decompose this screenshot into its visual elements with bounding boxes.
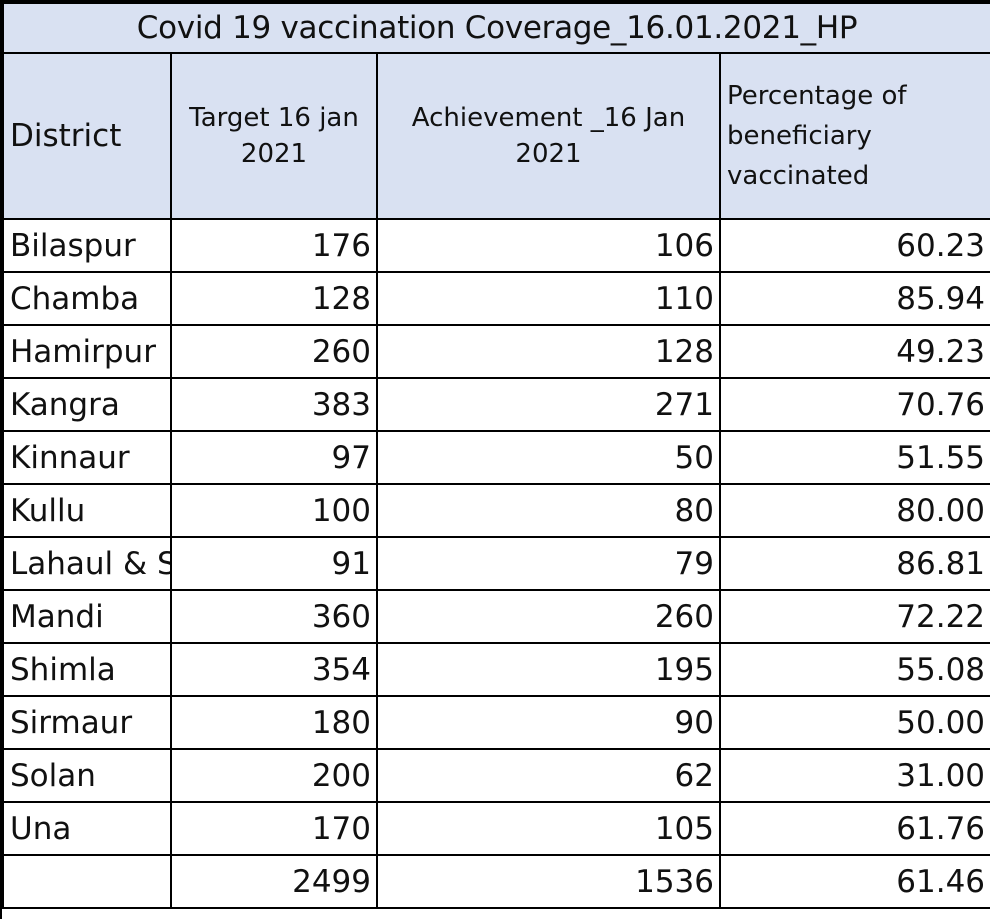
district-cell: Mandi bbox=[2, 589, 172, 644]
district-cell: Sirmaur bbox=[2, 695, 172, 750]
achievement-cell: 128 bbox=[376, 324, 721, 379]
achievement-cell: 80 bbox=[376, 483, 721, 538]
achievement-cell: 79 bbox=[376, 536, 721, 591]
district-cell: Solan bbox=[2, 748, 172, 803]
table-row: Hamirpur 260 128 49.23 bbox=[2, 324, 990, 379]
target-cell: 200 bbox=[170, 748, 378, 803]
header-target: Target 16 jan 2021 bbox=[170, 52, 378, 220]
target-cell: 383 bbox=[170, 377, 378, 432]
achievement-cell: 106 bbox=[376, 218, 721, 273]
target-cell: 128 bbox=[170, 271, 378, 326]
percentage-cell: 60.23 bbox=[718, 218, 990, 273]
table-row: Kangra 383 271 70.76 bbox=[2, 377, 990, 432]
target-cell: 91 bbox=[170, 536, 378, 591]
percentage-cell: 61.76 bbox=[718, 801, 990, 856]
target-cell: 360 bbox=[170, 589, 378, 644]
target-cell: 170 bbox=[170, 801, 378, 856]
district-cell: Kinnaur bbox=[2, 430, 172, 485]
table-row: Una 170 105 61.76 bbox=[2, 801, 990, 856]
achievement-cell: 110 bbox=[376, 271, 721, 326]
target-cell: 176 bbox=[170, 218, 378, 273]
percentage-cell: 61.46 bbox=[718, 854, 990, 909]
header-district: District bbox=[2, 52, 172, 220]
header-row: District Target 16 jan 2021 Achievement … bbox=[2, 52, 990, 220]
percentage-cell: 51.55 bbox=[718, 430, 990, 485]
achievement-cell: 105 bbox=[376, 801, 721, 856]
percentage-cell: 72.22 bbox=[718, 589, 990, 644]
header-achievement: Achievement _16 Jan 2021 bbox=[376, 52, 721, 220]
target-cell: 2499 bbox=[170, 854, 378, 909]
district-cell: Kangra bbox=[2, 377, 172, 432]
percentage-cell: 49.23 bbox=[718, 324, 990, 379]
district-cell: Kullu bbox=[2, 483, 172, 538]
table-row: Bilaspur 176 106 60.23 bbox=[2, 218, 990, 273]
achievement-cell: 62 bbox=[376, 748, 721, 803]
table-row: Mandi 360 260 72.22 bbox=[2, 589, 990, 644]
achievement-cell: 50 bbox=[376, 430, 721, 485]
achievement-cell: 195 bbox=[376, 642, 721, 697]
table-title: Covid 19 vaccination Coverage_16.01.2021… bbox=[1, 2, 990, 54]
percentage-cell: 86.81 bbox=[718, 536, 990, 591]
district-cell bbox=[2, 854, 172, 909]
percentage-cell: 55.08 bbox=[718, 642, 990, 697]
district-cell: Hamirpur bbox=[2, 324, 172, 379]
table-row: Chamba 128 110 85.94 bbox=[2, 271, 990, 326]
target-cell: 100 bbox=[170, 483, 378, 538]
target-cell: 97 bbox=[170, 430, 378, 485]
district-cell: Bilaspur bbox=[2, 218, 172, 273]
district-cell: Chamba bbox=[2, 271, 172, 326]
table-row: Lahaul & S 91 79 86.81 bbox=[2, 536, 990, 591]
district-cell: Lahaul & S bbox=[2, 536, 172, 591]
district-cell: Shimla bbox=[2, 642, 172, 697]
table-row: Shimla 354 195 55.08 bbox=[2, 642, 990, 697]
target-cell: 260 bbox=[170, 324, 378, 379]
table-row: Solan 200 62 31.00 bbox=[2, 748, 990, 803]
table-row: Sirmaur 180 90 50.00 bbox=[2, 695, 990, 750]
target-cell: 354 bbox=[170, 642, 378, 697]
achievement-cell: 90 bbox=[376, 695, 721, 750]
header-percentage: Percentage of beneficiary vaccinated bbox=[718, 52, 990, 220]
table-row: Kinnaur 97 50 51.55 bbox=[2, 430, 990, 485]
percentage-cell: 31.00 bbox=[718, 748, 990, 803]
percentage-cell: 70.76 bbox=[718, 377, 990, 432]
achievement-cell: 260 bbox=[376, 589, 721, 644]
district-cell: Una bbox=[2, 801, 172, 856]
total-row: 2499 1536 61.46 bbox=[2, 854, 990, 909]
percentage-cell: 85.94 bbox=[718, 271, 990, 326]
achievement-cell: 1536 bbox=[376, 854, 721, 909]
percentage-cell: 50.00 bbox=[718, 695, 990, 750]
table-row: Kullu 100 80 80.00 bbox=[2, 483, 990, 538]
percentage-cell: 80.00 bbox=[718, 483, 990, 538]
target-cell: 180 bbox=[170, 695, 378, 750]
achievement-cell: 271 bbox=[376, 377, 721, 432]
title-row: Covid 19 vaccination Coverage_16.01.2021… bbox=[1, 2, 990, 54]
